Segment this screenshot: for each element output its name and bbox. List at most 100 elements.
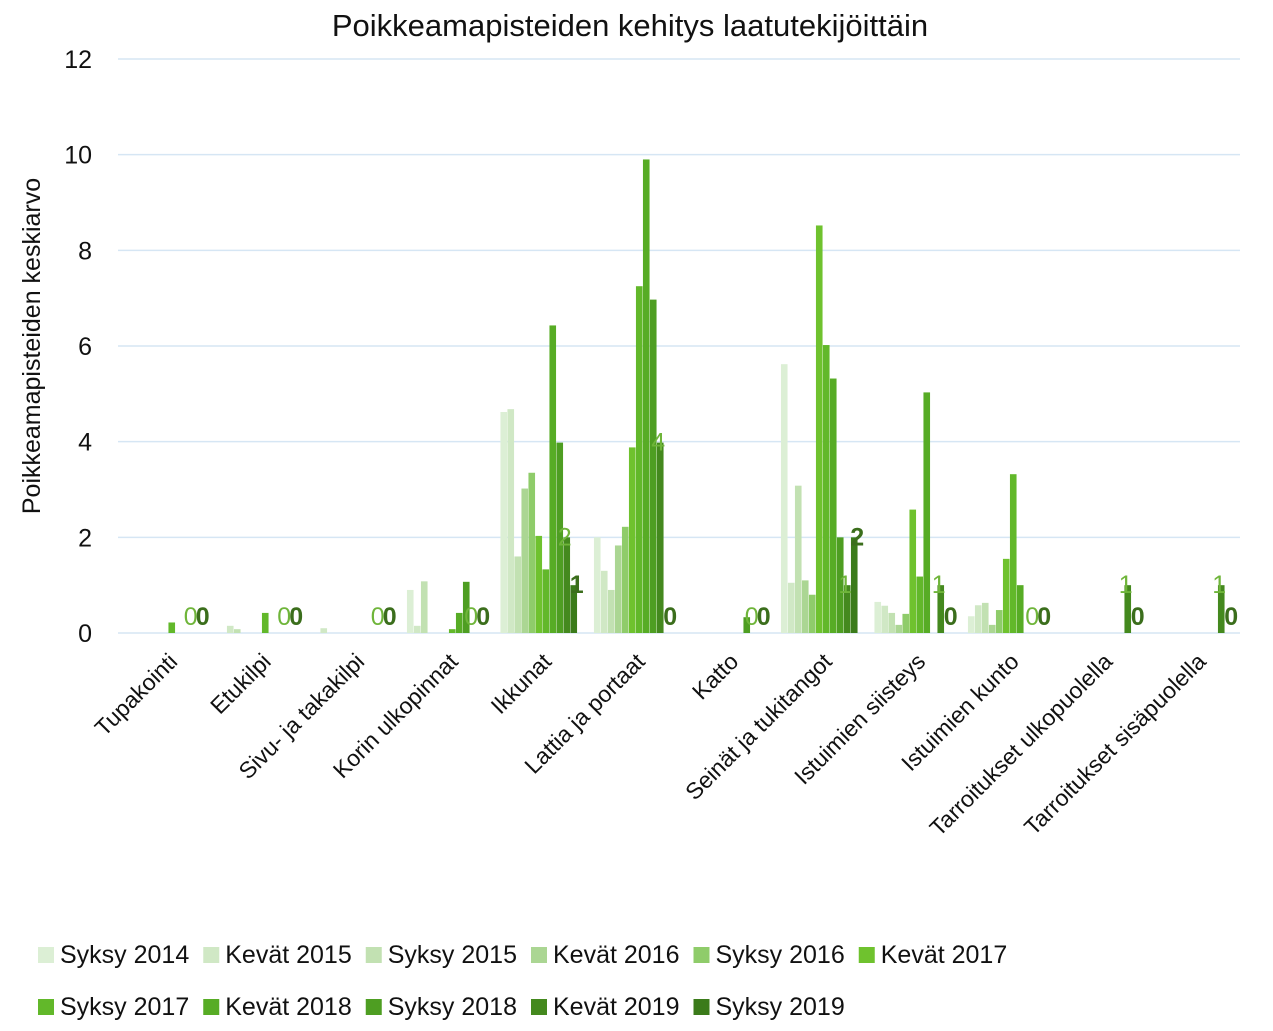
bar bbox=[507, 409, 515, 633]
bar bbox=[462, 581, 470, 633]
bar bbox=[621, 526, 629, 633]
bar bbox=[455, 612, 463, 633]
bar bbox=[614, 545, 622, 633]
legend-label: Syksy 2018 bbox=[388, 993, 517, 1021]
data-label: 0 bbox=[184, 603, 198, 631]
bar bbox=[916, 576, 924, 633]
bar bbox=[902, 613, 910, 633]
bar bbox=[642, 159, 650, 633]
bar bbox=[995, 610, 1003, 633]
bar bbox=[521, 488, 529, 633]
bar bbox=[556, 442, 564, 633]
data-label: 0 bbox=[383, 603, 397, 631]
bar bbox=[500, 412, 508, 633]
x-tick-label: Tarroitukset sisäpuolella bbox=[1019, 648, 1211, 840]
bar bbox=[570, 585, 578, 633]
bar bbox=[563, 537, 571, 633]
y-tick-label: 8 bbox=[78, 237, 92, 265]
bar bbox=[815, 225, 823, 633]
data-label: 0 bbox=[196, 603, 210, 631]
y-tick-label: 2 bbox=[78, 524, 92, 552]
legend-swatch bbox=[38, 999, 54, 1015]
legend-swatch bbox=[531, 947, 547, 963]
bar bbox=[549, 325, 557, 633]
bar bbox=[514, 556, 522, 633]
x-tick-label: Katto bbox=[687, 648, 743, 704]
legend-label: Kevät 2018 bbox=[225, 993, 352, 1021]
data-label: 1 bbox=[1119, 571, 1133, 599]
legend-swatch bbox=[858, 947, 875, 963]
legend-swatch bbox=[203, 947, 220, 963]
bar bbox=[743, 617, 751, 633]
legend-label: Syksy 2014 bbox=[60, 941, 189, 969]
bar bbox=[1217, 585, 1225, 633]
bar bbox=[635, 286, 643, 633]
bar bbox=[895, 624, 903, 633]
legend-swatch bbox=[693, 999, 710, 1015]
bar bbox=[808, 594, 816, 633]
x-tick-label: Etukilpi bbox=[205, 648, 276, 719]
data-label: 0 bbox=[1131, 603, 1145, 631]
data-label: 0 bbox=[745, 603, 759, 631]
legend-label: Kevät 2015 bbox=[225, 941, 352, 969]
bar bbox=[1124, 585, 1132, 633]
legend-swatch bbox=[38, 947, 54, 963]
data-label: 0 bbox=[289, 603, 303, 631]
bar bbox=[967, 616, 975, 633]
data-label: 1 bbox=[570, 571, 584, 599]
bar bbox=[881, 605, 889, 633]
data-label: 4 bbox=[651, 429, 665, 457]
bar bbox=[780, 364, 788, 633]
y-tick-label: 12 bbox=[64, 46, 92, 74]
data-label: 2 bbox=[850, 523, 864, 551]
data-label: 1 bbox=[932, 571, 946, 599]
bar bbox=[528, 472, 536, 633]
legend-label: Syksy 2017 bbox=[60, 993, 189, 1021]
bar bbox=[923, 392, 931, 633]
bar bbox=[233, 629, 241, 633]
legend-swatch bbox=[203, 999, 220, 1015]
data-label: 0 bbox=[1037, 603, 1051, 631]
data-label: 0 bbox=[944, 603, 958, 631]
bar bbox=[787, 582, 795, 633]
bar bbox=[649, 299, 657, 633]
bar bbox=[822, 345, 830, 633]
bar bbox=[874, 601, 882, 633]
bar bbox=[888, 612, 896, 633]
data-label: 2 bbox=[558, 523, 572, 551]
bar bbox=[843, 585, 851, 633]
x-tick-label: Ikkunat bbox=[485, 648, 556, 719]
bar bbox=[320, 628, 328, 633]
y-axis-label: Poikkeamapisteiden keskiarvo bbox=[18, 178, 46, 514]
x-tick-label: Tarroitukset ulkopuolella bbox=[924, 648, 1117, 841]
bar bbox=[413, 625, 421, 633]
legend-swatch bbox=[365, 947, 382, 963]
data-label: 0 bbox=[757, 603, 771, 631]
bar bbox=[836, 537, 844, 633]
bar bbox=[628, 447, 636, 633]
legend-label: Syksy 2016 bbox=[716, 941, 845, 969]
bar bbox=[406, 589, 414, 633]
bar bbox=[850, 537, 858, 633]
bar bbox=[829, 378, 837, 633]
data-label: 0 bbox=[1224, 603, 1238, 631]
bar bbox=[535, 535, 543, 633]
legend-label: Kevät 2017 bbox=[881, 941, 1008, 969]
x-tick-label: Tupakointi bbox=[89, 648, 182, 741]
bar bbox=[168, 622, 176, 633]
y-tick-label: 0 bbox=[78, 620, 92, 648]
bar bbox=[988, 624, 996, 633]
bar bbox=[974, 605, 982, 633]
data-label: 0 bbox=[464, 603, 478, 631]
bar bbox=[656, 442, 664, 633]
y-tick-label: 10 bbox=[64, 142, 92, 170]
data-label: 0 bbox=[476, 603, 490, 631]
data-label: 1 bbox=[1212, 571, 1226, 599]
data-label: 1 bbox=[838, 571, 852, 599]
legend-swatch bbox=[531, 999, 547, 1015]
bar bbox=[226, 625, 234, 633]
bar bbox=[593, 537, 601, 633]
data-label: 0 bbox=[663, 603, 677, 631]
legend-label: Syksy 2019 bbox=[716, 993, 845, 1021]
